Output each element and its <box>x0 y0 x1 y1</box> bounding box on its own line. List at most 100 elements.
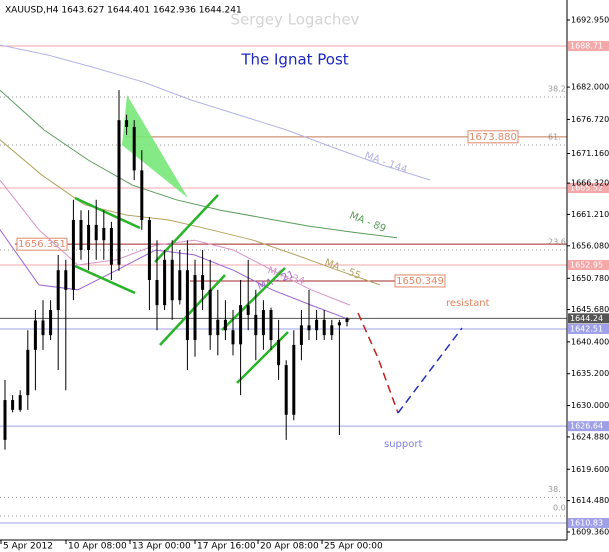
y-tick-label: 1630.000 <box>571 401 609 410</box>
price-label: 1656.351 <box>18 239 66 250</box>
price-label: 1650.349 <box>396 276 444 287</box>
level-label: 1665.52 <box>570 184 603 193</box>
y-tick-label: 1624.880 <box>571 432 609 441</box>
level-tag <box>568 260 609 271</box>
candle-body <box>330 325 334 336</box>
candle-body <box>261 310 265 336</box>
chart-title: XAUUSD,H4 1643.627 1644.401 1642.936 164… <box>5 6 242 16</box>
candle-body <box>87 224 91 251</box>
fib-label: 23.6 <box>548 238 566 247</box>
level-tag <box>568 323 609 334</box>
candle-body <box>170 259 174 301</box>
y-tick-label: 1682.000 <box>571 83 609 92</box>
level-tag <box>568 40 609 51</box>
headline: The Ignat Post <box>240 51 348 69</box>
level-tag <box>568 421 609 432</box>
candle-body <box>231 330 235 345</box>
channel-line <box>154 194 219 263</box>
level-label: 1644.24 <box>570 314 603 323</box>
candle-body <box>94 224 98 241</box>
candle-body <box>216 319 220 336</box>
candle-body <box>102 227 106 241</box>
fib-label: 38.2 <box>548 85 566 94</box>
candle-body <box>315 319 319 331</box>
y-tick-label: 1640.400 <box>571 337 609 346</box>
x-tick-label: 13 Apr 00:00 <box>132 542 191 552</box>
y-tick-label: 1614.480 <box>571 496 609 505</box>
candle-body <box>49 310 53 336</box>
candle-body <box>140 170 144 220</box>
channel-line <box>74 196 141 230</box>
forecast-up <box>397 327 463 414</box>
y-tick-label: 1635.200 <box>571 369 609 378</box>
price-box <box>394 274 446 288</box>
y-tick-label: 1661.210 <box>571 210 609 219</box>
annotation: resistant <box>446 298 490 309</box>
axis-labels: 1692.950 1682.000 1676.720 1671.160 1666.320… <box>0 16 609 552</box>
candle-body <box>185 270 189 341</box>
y-tick-label: 1692.950 <box>571 16 609 25</box>
candle-body <box>18 395 22 410</box>
x-tick-label: 25 Apr 00:00 <box>324 542 383 552</box>
candle-body <box>269 310 273 341</box>
candles <box>3 90 349 450</box>
price-box <box>16 237 68 251</box>
candle-body <box>11 400 15 410</box>
level-tag <box>568 313 609 324</box>
ma-line <box>0 89 398 239</box>
price-box <box>467 130 519 144</box>
candle-body <box>193 275 197 341</box>
candle-body <box>147 219 151 281</box>
fib-label: 38. <box>548 485 561 494</box>
triangle <box>122 95 188 198</box>
candle-body <box>246 305 250 315</box>
candle-body <box>239 305 243 345</box>
candle-body <box>41 320 45 336</box>
candle-body <box>337 322 341 326</box>
candle-body <box>208 289 212 336</box>
level-tag <box>568 517 609 528</box>
y-tick-label: 1619.600 <box>571 465 609 474</box>
y-tick-label: 1671.160 <box>571 149 609 158</box>
level-label: 1642.51 <box>570 324 603 333</box>
fib-label: 0.0 <box>553 503 566 512</box>
candle-body <box>3 400 7 440</box>
candle-body <box>125 120 129 127</box>
candle-body <box>345 318 349 323</box>
candle-body <box>33 320 37 350</box>
candle-body <box>284 365 288 415</box>
channel-line <box>74 264 136 295</box>
ma-line <box>0 179 351 306</box>
level-label: 1610.83 <box>570 518 603 527</box>
price-label: 1673.880 <box>469 132 517 143</box>
y-tick-label: 1609.360 <box>571 527 609 536</box>
candle-body <box>56 270 60 311</box>
y-tick-label: 1656.080 <box>571 241 609 250</box>
channel-line <box>159 274 226 346</box>
annotation: support <box>384 439 422 450</box>
candle-body <box>71 219 75 290</box>
x-tick-label: 17 Apr 16:00 <box>197 542 256 552</box>
candle-body <box>178 270 182 301</box>
candle-body <box>163 259 167 306</box>
candle-body <box>26 349 30 396</box>
x-tick-label: 20 Apr 08:00 <box>260 542 319 552</box>
candle-body <box>109 227 113 265</box>
y-tick-label: 1666.320 <box>571 179 609 188</box>
candle-body <box>277 340 281 366</box>
level-label: 1652.95 <box>570 261 603 270</box>
candle-body <box>79 219 83 251</box>
level-label: 1688.71 <box>570 41 603 50</box>
levels: 38.261.23.638.0.01688.711665.521652.9516… <box>0 40 609 528</box>
candle-body <box>254 314 258 336</box>
candle-body <box>299 325 303 345</box>
x-tick-label: 5 Apr 2012 <box>3 542 53 552</box>
candle-body <box>155 280 159 306</box>
drawings <box>74 95 463 414</box>
candle-body <box>292 344 296 415</box>
x-tick-label: 10 Apr 08:00 <box>68 542 127 552</box>
candle-body <box>64 270 68 290</box>
watermark: Sergey Logachev <box>231 11 360 29</box>
